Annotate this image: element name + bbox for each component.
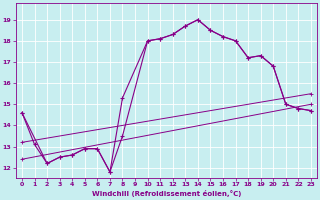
X-axis label: Windchill (Refroidissement éolien,°C): Windchill (Refroidissement éolien,°C) (92, 190, 241, 197)
